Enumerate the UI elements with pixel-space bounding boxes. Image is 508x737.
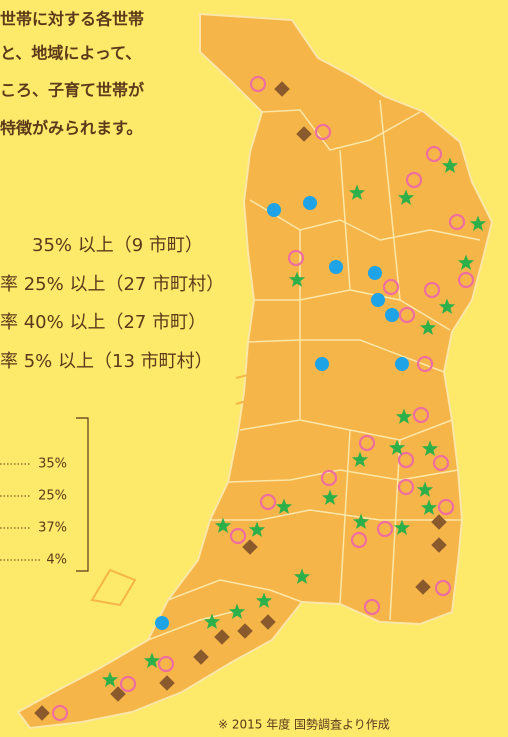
blue-dot [395,357,409,371]
brown-diamond [296,126,312,142]
green-star [351,451,369,467]
blue-dot [155,616,169,630]
brown-diamond [237,623,253,639]
green-star [438,298,456,314]
pink-ring [412,406,430,424]
brown-diamond [159,675,175,691]
green-star [388,439,406,455]
pink-ring [397,451,415,469]
blue-dot [315,357,329,371]
pink-ring [437,498,455,516]
pink-ring [157,655,175,673]
green-star [228,603,246,619]
green-star [321,489,339,505]
pink-ring [363,598,381,616]
green-star [393,519,411,535]
green-star [397,189,415,205]
green-star [143,652,161,668]
green-star [352,513,370,529]
decoration-grass [90,371,261,607]
legend-item: 率 25% 以上（27 市町村） [0,274,224,295]
pink-ring [119,675,137,693]
pink-ring [314,123,332,141]
summary-value: 35% [38,457,67,472]
summary-value: 37% [38,521,67,536]
footnote: ※ 2015 年度 国勢調査より作成 [218,717,390,732]
legend-item: 率 40% 以上（27 市町） [0,312,206,333]
intro-line: と、地域によって、 [0,44,141,63]
blue-dot [371,293,385,307]
green-star [293,568,311,584]
green-star [457,254,475,270]
green-star [441,157,459,173]
summary-value: 4% [46,553,67,568]
pink-ring [320,469,338,487]
pink-ring [397,478,415,496]
green-star [248,521,266,537]
green-star [288,271,306,287]
blue-dot [368,266,382,280]
brown-diamond [214,629,230,645]
prefecture-map [16,12,494,730]
blue-dot [267,203,281,217]
green-star [469,215,487,231]
summary-leaders [0,463,40,561]
pink-ring [358,434,376,452]
pink-ring [350,531,368,549]
pink-ring [287,249,305,267]
pink-ring [398,306,416,324]
green-star [420,499,438,515]
green-star [275,498,293,514]
legend-item: 率 5% 以上（13 市町村） [0,351,213,372]
pink-ring [259,493,277,511]
pink-ring [457,271,475,289]
green-star [419,319,437,335]
pink-ring [423,281,441,299]
pink-ring [434,579,452,597]
intro-line: ころ、子育て世帯が [0,81,144,100]
green-star [255,592,273,608]
pink-ring [229,527,247,545]
pink-ring [448,213,466,231]
green-star [421,440,439,456]
pink-ring [425,145,443,163]
intro-line: 世帯に対する各世帯 [0,10,144,29]
green-star [416,481,434,497]
pink-ring [249,75,267,93]
green-star [395,408,413,424]
green-star [203,613,221,629]
pink-ring [416,355,434,373]
pink-ring [405,171,423,189]
legend-item: 35% 以上（9 市町） [32,235,203,256]
blue-dot [385,308,399,322]
blue-dot [329,260,343,274]
pink-ring [51,704,69,722]
brown-diamond [193,649,209,665]
green-star [101,671,119,687]
blue-dot [303,196,317,210]
bracket [76,417,89,572]
pink-ring [382,278,400,296]
municipal-borders [147,99,481,641]
summary-value: 25% [38,489,67,504]
brown-diamond [242,539,258,555]
green-star [214,517,232,533]
pink-ring [376,520,394,538]
intro-line: 特徴がみられます。 [0,119,142,138]
pink-ring [432,454,450,472]
green-star [348,184,366,200]
